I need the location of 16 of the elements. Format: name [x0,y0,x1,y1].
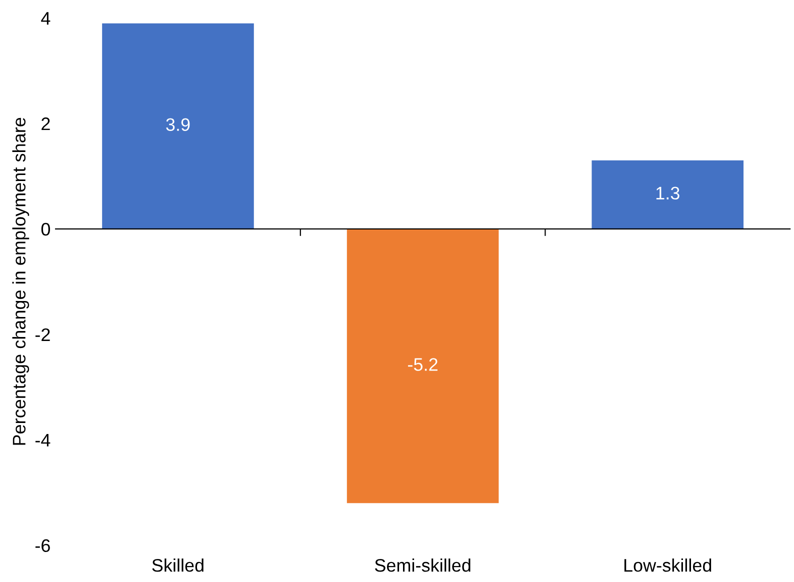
data-label: 1.3 [656,186,680,200]
data-label: -5.2 [408,358,438,371]
data-label: 3.9 [166,118,190,131]
bar [592,160,744,229]
y-tick-label: 4 [41,12,50,25]
bar [346,228,499,504]
y-tick-label: 0 [41,222,50,236]
x-tick-label: Semi-skilled [374,558,470,572]
y-tick-label: -6 [35,539,50,552]
y-tick-label: -2 [35,328,50,341]
x-tick-label: Low-skilled [624,558,712,572]
y-tick-label: -4 [35,434,50,446]
y-axis-title: Percentage change in employment share [12,118,30,445]
x-tick-label: Skilled [152,558,204,572]
y-tick-label: 2 [42,117,50,130]
bar [102,23,254,229]
